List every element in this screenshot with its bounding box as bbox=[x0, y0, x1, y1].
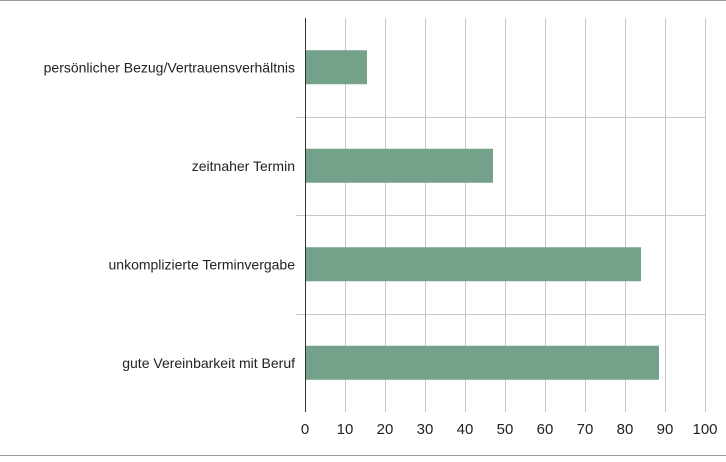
x-tick-label: 90 bbox=[657, 421, 674, 438]
category-labels: persönlicher Bezug/Vertrauensverhältnis z… bbox=[44, 59, 296, 371]
x-tick-label: 40 bbox=[457, 421, 474, 438]
x-tick-label: 30 bbox=[417, 421, 434, 438]
bar-2 bbox=[305, 247, 641, 282]
x-tick-label: 20 bbox=[377, 421, 394, 438]
bar-3 bbox=[305, 345, 659, 380]
bar-0 bbox=[305, 50, 367, 85]
x-tick-label: 100 bbox=[692, 421, 717, 438]
x-tick-label: 50 bbox=[497, 421, 514, 438]
category-label: zeitnaher Termin bbox=[192, 158, 295, 174]
bar-1 bbox=[305, 148, 493, 183]
x-tick-label: 10 bbox=[337, 421, 354, 438]
bars bbox=[305, 50, 659, 380]
category-label: persönlicher Bezug/Vertrauensverhältnis bbox=[44, 59, 295, 75]
category-label: unkomplizierte Terminvergabe bbox=[109, 256, 296, 272]
category-separators bbox=[296, 117, 705, 315]
x-tick-label: 0 bbox=[301, 421, 309, 438]
x-tick-label: 80 bbox=[617, 421, 634, 438]
category-label: gute Vereinbarkeit mit Beruf bbox=[122, 355, 295, 371]
x-tick-labels: 0 10 20 30 40 50 60 70 80 90 100 bbox=[301, 421, 718, 438]
x-tick-label: 70 bbox=[577, 421, 594, 438]
x-tick-label: 60 bbox=[537, 421, 554, 438]
